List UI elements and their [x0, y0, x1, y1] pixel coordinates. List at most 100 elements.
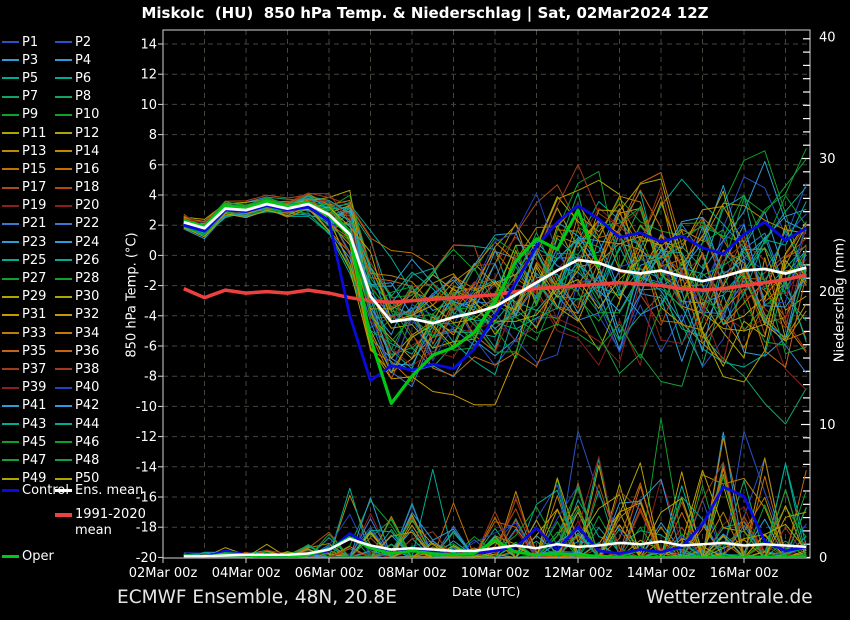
y-right-tick-label: 40 — [819, 31, 836, 46]
legend-item-label: P13 — [22, 143, 47, 159]
legend-item-label: P2 — [75, 34, 92, 50]
legend-item-label: P38 — [75, 361, 100, 377]
axis-ticks-and-labels: -20-18-16-14-12-10-8-6-4-202468101214010… — [129, 31, 836, 582]
legend-item-label: P50 — [75, 471, 100, 487]
legend-swatch — [55, 513, 72, 517]
legend-swatch — [55, 313, 72, 316]
legend-item-p43: P43 — [2, 415, 55, 433]
legend-swatch — [55, 41, 72, 44]
legend-item-p14: P14 — [55, 142, 115, 160]
footer-site-credit: Wetterzentrale.de — [646, 587, 813, 608]
legend-swatch — [55, 150, 72, 153]
legend-item-label: P46 — [75, 434, 100, 450]
ensemble-member-temp-line — [183, 201, 807, 383]
legend-swatch — [55, 241, 72, 244]
legend-item-p24: P24 — [55, 233, 115, 251]
legend-swatch — [55, 222, 72, 225]
legend-item-p19: P19 — [2, 197, 55, 215]
legend-swatch — [2, 441, 19, 444]
legend-item-label: Ens. mean — [75, 483, 144, 498]
legend-item-p47: P47 — [2, 451, 55, 469]
y-left-tick-label: 8 — [149, 128, 157, 143]
legend-item-ens-mean: Ens. mean — [55, 483, 143, 498]
legend-item-label: P6 — [75, 70, 92, 86]
legend-swatch — [2, 350, 19, 353]
legend-item-label: P41 — [22, 398, 47, 414]
legend-item-p50: P50 — [55, 470, 115, 488]
legend-swatch — [2, 168, 19, 171]
y-left-tick-label: 4 — [149, 189, 157, 204]
y-left-tick-label: -8 — [144, 370, 157, 385]
legend-item-p39: P39 — [2, 379, 55, 397]
legend-item-label: P35 — [22, 343, 47, 359]
legend-item-p37: P37 — [2, 360, 55, 378]
ensemble-member-lines — [183, 148, 807, 558]
legend-swatch — [2, 222, 19, 225]
legend-item-p2: P2 — [55, 33, 115, 51]
legend-item-label: P22 — [75, 216, 100, 232]
legend-swatch — [2, 204, 19, 207]
legend-item-label: P5 — [22, 70, 39, 86]
legend-item-label: P48 — [75, 452, 100, 468]
legend-swatch — [2, 59, 19, 62]
y-left-tick-label: -10 — [136, 400, 157, 415]
legend-item-p16: P16 — [55, 160, 115, 178]
legend-item-label: P23 — [22, 234, 47, 250]
legend-swatch — [2, 477, 19, 480]
legend-item-label: P27 — [22, 271, 47, 287]
legend-item-label: P20 — [75, 198, 100, 214]
series-climate-mean-temp — [183, 273, 807, 304]
legend-swatch — [55, 386, 72, 389]
ensemble-member-temp-line — [183, 204, 807, 368]
legend-item-p34: P34 — [55, 324, 115, 342]
y-left-tick-label: 6 — [149, 158, 157, 173]
y-left-tick-label: -12 — [136, 430, 157, 445]
legend-item-p38: P38 — [55, 360, 115, 378]
legend-item-label: 1991-2020 mean — [75, 507, 146, 538]
legend-item-p40: P40 — [55, 379, 115, 397]
legend-item-label: P43 — [22, 416, 47, 432]
legend-item-p12: P12 — [55, 124, 115, 142]
legend-swatch — [2, 459, 19, 462]
y-left-tick-label: -20 — [136, 551, 157, 566]
legend-swatch — [2, 41, 19, 44]
legend-swatch — [2, 404, 19, 407]
y-left-tick-label: 2 — [149, 219, 157, 234]
legend-swatch — [55, 423, 72, 426]
legend-item-label: P9 — [22, 107, 39, 123]
legend-swatch — [55, 350, 72, 353]
legend-item-label: P47 — [22, 452, 47, 468]
y-left-tick-label: 10 — [140, 98, 157, 113]
legend-swatch — [55, 95, 72, 98]
legend-swatch — [55, 277, 72, 280]
legend-item-label: P21 — [22, 216, 47, 232]
legend-swatch — [2, 295, 19, 298]
legend-item-label: P16 — [75, 161, 100, 177]
x-tick-label: 14Mar 00z — [627, 566, 696, 581]
legend-item-label: P28 — [75, 271, 100, 287]
legend-member-list: P1 P2 P3 P4 P5 P6 P7 P8 P9 P10 P11 P12 P13 P14 P15 P16 P… — [2, 33, 134, 488]
legend-swatch — [2, 386, 19, 389]
legend-item-label: P40 — [75, 380, 100, 396]
legend-item-p49: P49 — [2, 470, 55, 488]
legend-item-p30: P30 — [55, 288, 115, 306]
legend-item-control: Control — [2, 483, 69, 498]
legend-swatch — [55, 332, 72, 335]
legend-item-p3: P3 — [2, 51, 55, 69]
legend-swatch — [2, 113, 19, 116]
legend-item-label: P12 — [75, 125, 100, 141]
y-right-tick-label: 0 — [819, 551, 827, 566]
chart-title: Miskolc (HU) 850 hPa Temp. & Niederschla… — [141, 4, 709, 22]
series-control-temp — [183, 204, 808, 383]
legend-swatch — [2, 150, 19, 153]
legend-item-label: P24 — [75, 234, 100, 250]
legend-item-p44: P44 — [55, 415, 115, 433]
y-left-tick-label: -16 — [136, 491, 157, 506]
legend-item-p28: P28 — [55, 269, 115, 287]
y-left-tick-label: 12 — [140, 68, 157, 83]
legend-item-p22: P22 — [55, 215, 115, 233]
x-axis-label: Date (UTC) — [452, 584, 521, 599]
legend-swatch — [2, 332, 19, 335]
legend-swatch — [2, 132, 19, 135]
